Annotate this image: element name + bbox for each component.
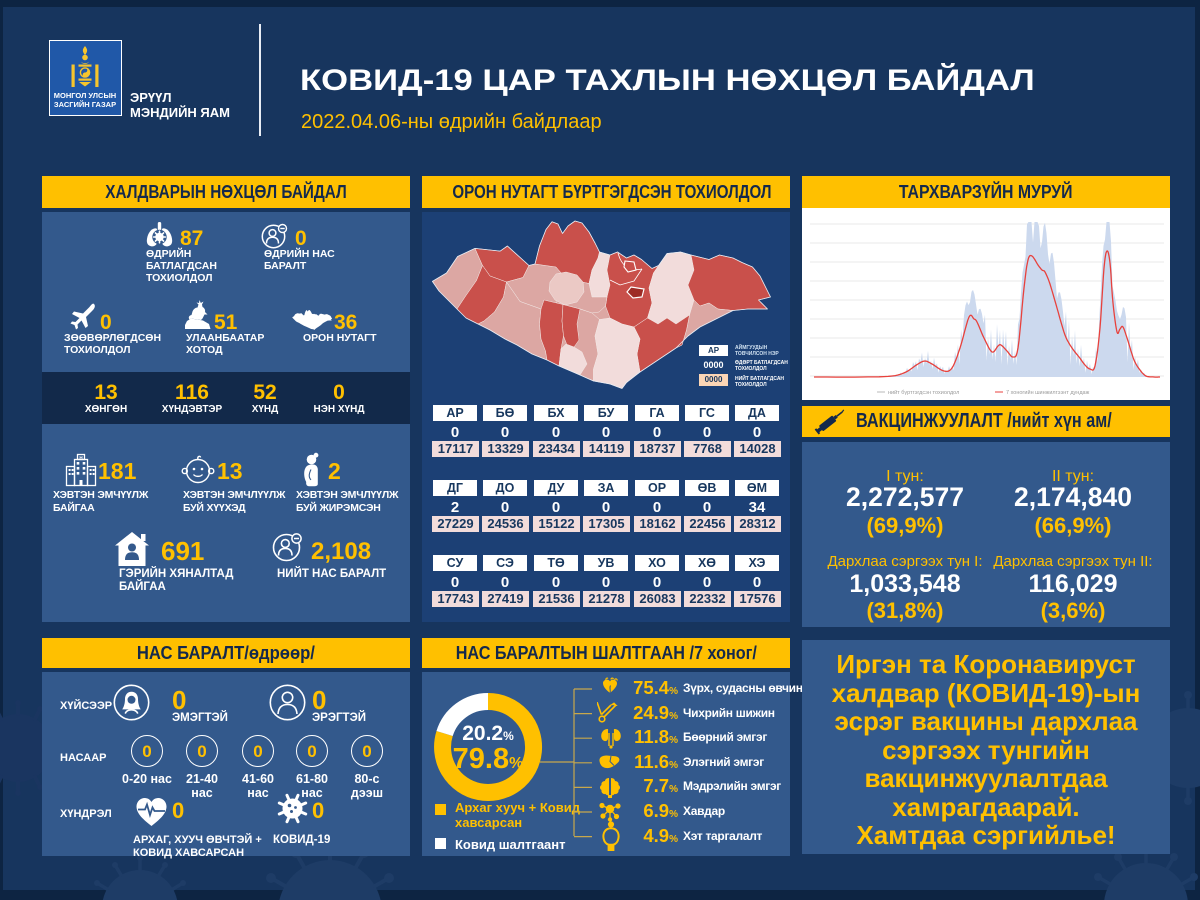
- svg-text:нийт бүртгэгдсэн тохиолдол: нийт бүртгэгдсэн тохиолдол: [888, 389, 959, 396]
- svg-text:H: H: [79, 455, 83, 460]
- svg-text:7 хоногийн шинжилгээнт дундаж: 7 хоногийн шинжилгээнт дундаж: [1006, 389, 1090, 396]
